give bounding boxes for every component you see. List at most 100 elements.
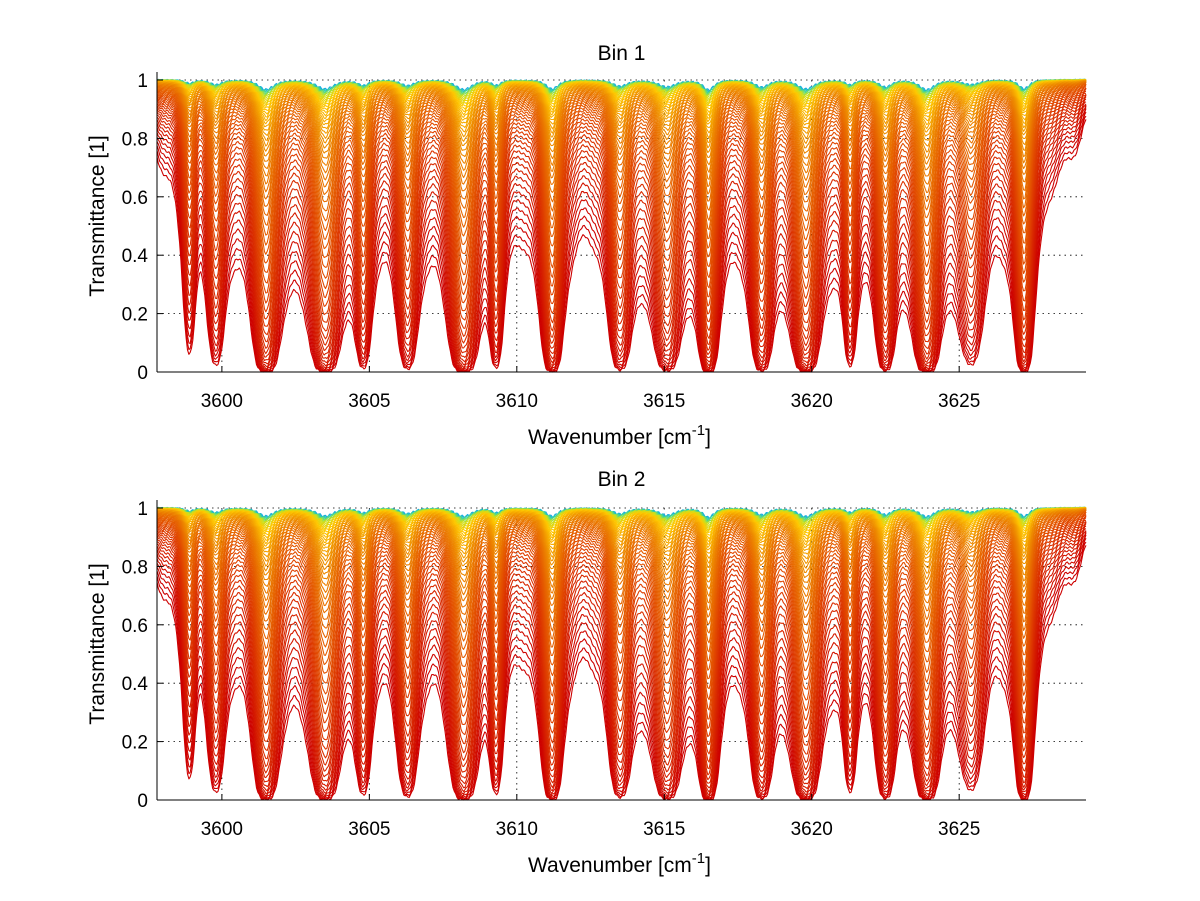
transmittance-curve <box>156 83 1087 268</box>
transmittance-curve <box>156 81 1087 188</box>
transmittance-curve <box>156 98 1087 367</box>
transmittance-curve <box>156 507 1087 559</box>
transmittance-curve <box>156 532 1087 799</box>
transmittance-curve <box>156 509 1087 604</box>
transmittance-curve <box>156 83 1087 240</box>
transmittance-curve <box>156 521 1087 781</box>
transmittance-curve <box>156 89 1087 332</box>
y-tick-label: 0.6 <box>122 188 148 209</box>
x-tick-label: 3610 <box>496 391 538 412</box>
transmittance-curve <box>156 511 1087 690</box>
transmittance-curve <box>156 507 1087 533</box>
transmittance-curve <box>156 531 1087 799</box>
transmittance-curve <box>156 87 1087 307</box>
x-tick-label: 3610 <box>496 819 538 840</box>
transmittance-curve <box>156 509 1087 611</box>
transmittance-curve <box>156 515 1087 746</box>
transmittance-curve <box>156 528 1087 796</box>
transmittance-curve <box>156 513 1087 711</box>
transmittance-curve <box>156 509 1087 625</box>
panel-1: Bin 1 3600 3605 3610 3615 3620 3625 0 0.2 0.4 0.6 0… <box>86 42 1087 449</box>
transmittance-curve <box>156 87 1087 315</box>
transmittance-curve <box>156 516 1087 755</box>
transmittance-curve <box>156 84 1087 249</box>
transmittance-curve <box>156 87 1087 323</box>
y-tick-label: 1 <box>137 499 148 520</box>
transmittance-curve <box>156 508 1087 574</box>
y-tick-label: 0 <box>137 363 148 384</box>
transmittance-curve <box>156 83 1087 258</box>
x-tick-label: 3605 <box>348 819 390 840</box>
transmittance-curve <box>156 80 1087 173</box>
transmittance-curve <box>156 511 1087 662</box>
transmittance-curve <box>156 508 1087 597</box>
y-tick-label: 0.8 <box>122 129 148 150</box>
transmittance-curve <box>156 514 1087 720</box>
x-tick-label: 3605 <box>348 391 390 412</box>
transmittance-curve <box>156 521 1087 776</box>
panel-title: Bin 2 <box>598 468 646 491</box>
transmittance-curve <box>156 81 1087 180</box>
transmittance-curve <box>156 87 1087 298</box>
transmittance-curve <box>156 508 1087 583</box>
transmittance-curve <box>156 101 1087 369</box>
x-tick-label: 3620 <box>791 391 833 412</box>
transmittance-curve <box>156 78 1087 98</box>
transmittance-curve <box>156 90 1087 339</box>
transmittance-curve <box>156 82 1087 195</box>
transmittance-curve <box>156 507 1087 554</box>
y-axis-label: Transmittance [1] <box>86 135 109 296</box>
y-tick-label: 0 <box>137 791 148 812</box>
transmittance-curve <box>156 506 1087 536</box>
transmittance-curve <box>156 511 1087 680</box>
x-tick-label: 3620 <box>791 819 833 840</box>
x-tick-label: 3600 <box>201 391 243 412</box>
transmittance-curve <box>156 515 1087 729</box>
transmittance-curve <box>156 506 1087 524</box>
transmittance-curve <box>156 93 1087 351</box>
transmittance-curve <box>156 525 1087 793</box>
x-tick-label: 3625 <box>938 819 980 840</box>
x-axis-label: Wavenumber [cm-1] <box>528 850 711 877</box>
y-tick-label: 0.2 <box>122 305 148 326</box>
transmittance-curve <box>156 79 1087 139</box>
transmittance-curve <box>156 79 1087 143</box>
curves-group <box>156 78 1087 373</box>
x-tick-label: 3615 <box>643 819 685 840</box>
transmittance-curve <box>156 79 1087 119</box>
transmittance-curve <box>156 92 1087 346</box>
transmittance-curve <box>156 96 1087 363</box>
panel-title: Bin 1 <box>598 42 646 65</box>
transmittance-curve <box>156 512 1086 701</box>
transmittance-curve <box>156 509 1087 644</box>
panel-2: Bin 2 3600 3605 3610 3615 3620 3625 0 0.2 0.4 0.6 0… <box>86 468 1087 877</box>
y-tick-label: 0.6 <box>122 616 148 637</box>
transmittance-curve <box>156 510 1087 653</box>
transmittance-curve <box>156 94 1087 360</box>
transmittance-curve <box>156 79 1087 130</box>
transmittance-curve <box>156 521 1087 784</box>
transmittance-curve <box>156 80 1087 154</box>
transmittance-curve <box>156 507 1087 551</box>
y-tick-label: 0.4 <box>122 674 149 695</box>
x-axis-label: Wavenumber [cm-1] <box>528 422 711 449</box>
transmittance-curve <box>156 507 1087 568</box>
transmittance-curve <box>156 81 1087 203</box>
transmittance-curve <box>156 545 1087 801</box>
transmittance-curve <box>156 518 1087 763</box>
transmittance-curve <box>156 79 1087 123</box>
y-tick-label: 0.4 <box>122 246 149 267</box>
transmittance-curve <box>156 82 1087 231</box>
transmittance-curve <box>156 508 1087 578</box>
y-tick-label: 0.2 <box>122 733 148 754</box>
transmittance-curve <box>156 104 1087 372</box>
transmittance-curve <box>156 519 1087 770</box>
transmittance-curve <box>156 507 1087 549</box>
x-tick-label: 3600 <box>201 819 243 840</box>
transmittance-curve <box>156 79 1087 106</box>
transmittance-curve <box>156 79 1087 117</box>
transmittance-curve <box>156 84 1087 279</box>
x-tick-label: 3625 <box>938 391 980 412</box>
transmittance-curve <box>156 509 1087 618</box>
transmittance-curve <box>156 515 1087 738</box>
